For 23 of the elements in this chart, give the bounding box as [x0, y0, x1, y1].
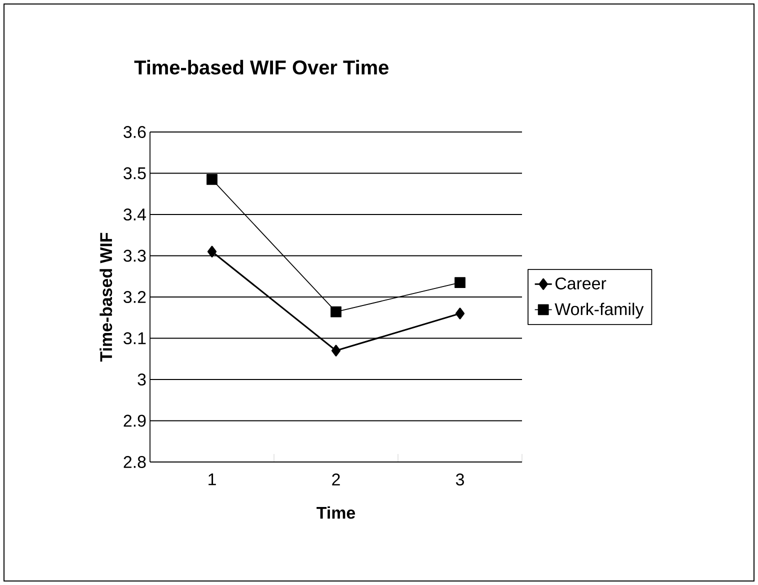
y-tick-label: 3.3 [124, 250, 146, 262]
point [207, 246, 217, 258]
y-axis-title: Time-based WIF [100, 232, 112, 362]
y-tick-label: 3 [138, 374, 146, 386]
legend-label: Work-family [554, 302, 644, 319]
y-tick-label: 3.5 [124, 167, 146, 180]
point [330, 306, 342, 318]
chart-title: Time-based WIF Over Time [134, 60, 388, 75]
x-tick-label: 1 [208, 474, 216, 486]
x-tick-label: 3 [456, 474, 464, 486]
point [331, 344, 341, 356]
x-axis-title: Time [316, 506, 356, 519]
point [206, 174, 218, 185]
y-tick-label: 3.6 [124, 126, 146, 138]
y-tick-label: 3.2 [124, 291, 146, 304]
y-tick-label: 2.9 [124, 414, 146, 427]
point [455, 308, 465, 320]
y-tick-label: 3.1 [124, 332, 146, 344]
legend-label: Career [555, 277, 606, 290]
point [454, 277, 466, 288]
x-tick-label: 2 [332, 474, 340, 486]
y-tick-label: 2.8 [124, 456, 146, 468]
y-tick-label: 3.4 [124, 208, 146, 221]
